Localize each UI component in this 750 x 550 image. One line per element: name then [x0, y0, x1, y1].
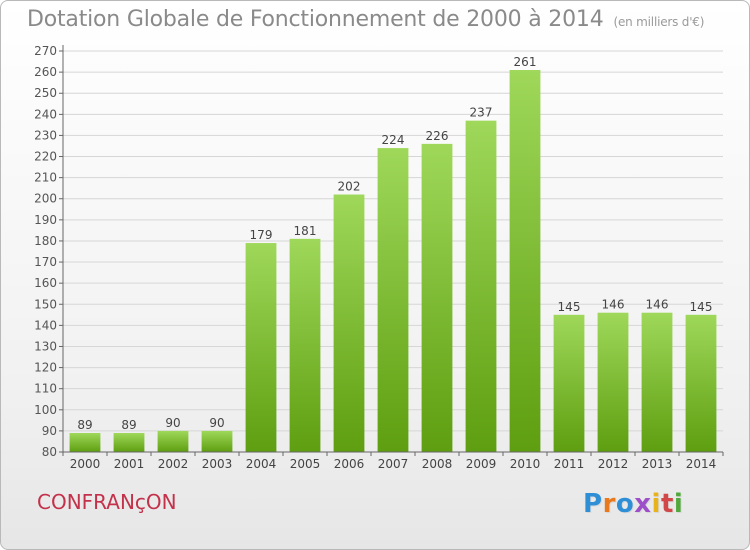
- bar-2007: [377, 148, 409, 452]
- data-label-2009: 237: [470, 106, 493, 120]
- bar-2012: [597, 312, 629, 452]
- y-tick-label: 80: [42, 445, 57, 459]
- bar-2010: [509, 69, 541, 452]
- bar-2004: [245, 243, 277, 452]
- data-label-2013: 146: [646, 298, 669, 312]
- y-tick-label: 180: [34, 234, 57, 248]
- bar-2009: [465, 120, 497, 452]
- bar-2003: [201, 430, 233, 452]
- y-tick-label: 90: [42, 424, 57, 438]
- bar-2008: [421, 143, 453, 452]
- bar-2014: [685, 314, 717, 452]
- data-label-2005: 181: [294, 224, 317, 238]
- logo-letter: t: [660, 489, 674, 519]
- logo-letter: x: [634, 489, 652, 519]
- y-tick-label: 210: [34, 171, 57, 185]
- y-tick-label: 130: [34, 339, 57, 353]
- y-tick-label: 260: [34, 65, 57, 79]
- data-label-2008: 226: [426, 129, 449, 143]
- y-tick-label: 250: [34, 86, 57, 100]
- y-tick-label: 220: [34, 150, 57, 164]
- data-label-2007: 224: [382, 133, 405, 147]
- data-label-2012: 146: [602, 298, 625, 312]
- x-tick-label-2009: 2009: [466, 457, 497, 471]
- x-tick-label-2003: 2003: [202, 457, 233, 471]
- title-text: Dotation Globale de Fonctionnement de 20…: [27, 7, 604, 32]
- x-tick-label-2008: 2008: [422, 457, 453, 471]
- y-tick-label: 110: [34, 382, 57, 396]
- place-name: CONFRANçON: [37, 490, 177, 514]
- y-tick-label: 200: [34, 192, 57, 206]
- y-tick-label: 170: [34, 255, 57, 269]
- y-tick-label: 140: [34, 318, 57, 332]
- y-tick-label: 270: [34, 44, 57, 58]
- data-label-2010: 261: [514, 55, 537, 69]
- x-tick-label-2010: 2010: [510, 457, 541, 471]
- data-label-2011: 145: [558, 300, 581, 314]
- data-label-2014: 145: [690, 300, 713, 314]
- x-tick-label-2014: 2014: [686, 457, 717, 471]
- bar-2011: [553, 314, 585, 452]
- data-label-2006: 202: [338, 180, 361, 194]
- x-tick-label-2001: 2001: [114, 457, 145, 471]
- proxiti-logo: Proxiti: [583, 489, 683, 519]
- y-tick-label: 150: [34, 297, 57, 311]
- chart-title: Dotation Globale de Fonctionnement de 20…: [27, 7, 704, 32]
- logo-letter: r: [602, 489, 616, 519]
- x-tick-label-2011: 2011: [554, 457, 585, 471]
- logo-letter: o: [615, 489, 635, 519]
- y-tick-label: 120: [34, 361, 57, 375]
- y-tick-label: 100: [34, 403, 57, 417]
- y-tick-label: 230: [34, 128, 57, 142]
- bar-2006: [333, 194, 365, 452]
- x-tick-label-2007: 2007: [378, 457, 409, 471]
- axes: 80 90 100 110 120 130 140 150 160 170 180 190 200 210…: [34, 44, 724, 471]
- data-label-2000: 89: [77, 418, 92, 432]
- y-tick-label: 240: [34, 107, 57, 121]
- bar-2013: [641, 312, 673, 452]
- y-tick-label: 190: [34, 213, 57, 227]
- x-tick-label-2000: 2000: [70, 457, 101, 471]
- bar-2005: [289, 238, 321, 452]
- x-tick-label-2013: 2013: [642, 457, 673, 471]
- x-tick-label-2002: 2002: [158, 457, 189, 471]
- data-label-2001: 89: [121, 418, 136, 432]
- data-label-2004: 179: [250, 228, 273, 242]
- bar-2000: [69, 433, 101, 452]
- logo-letter: i: [673, 489, 684, 519]
- x-tick-label-2006: 2006: [334, 457, 365, 471]
- x-tick-label-2005: 2005: [290, 457, 321, 471]
- data-label-2003: 90: [209, 416, 224, 430]
- bars: 89 89 90 90 179 181 202 224 226 237 261 145 146 146 14…: [69, 55, 717, 452]
- bar-2002: [157, 430, 189, 452]
- logo-letter: P: [583, 489, 603, 519]
- data-label-2002: 90: [165, 416, 180, 430]
- y-tick-label: 160: [34, 276, 57, 290]
- units-note: (en milliers d'€): [613, 15, 705, 29]
- x-tick-label-2012: 2012: [598, 457, 629, 471]
- x-tick-label-2004: 2004: [246, 457, 277, 471]
- bar-2001: [113, 433, 145, 452]
- logo-letter: i: [651, 489, 661, 519]
